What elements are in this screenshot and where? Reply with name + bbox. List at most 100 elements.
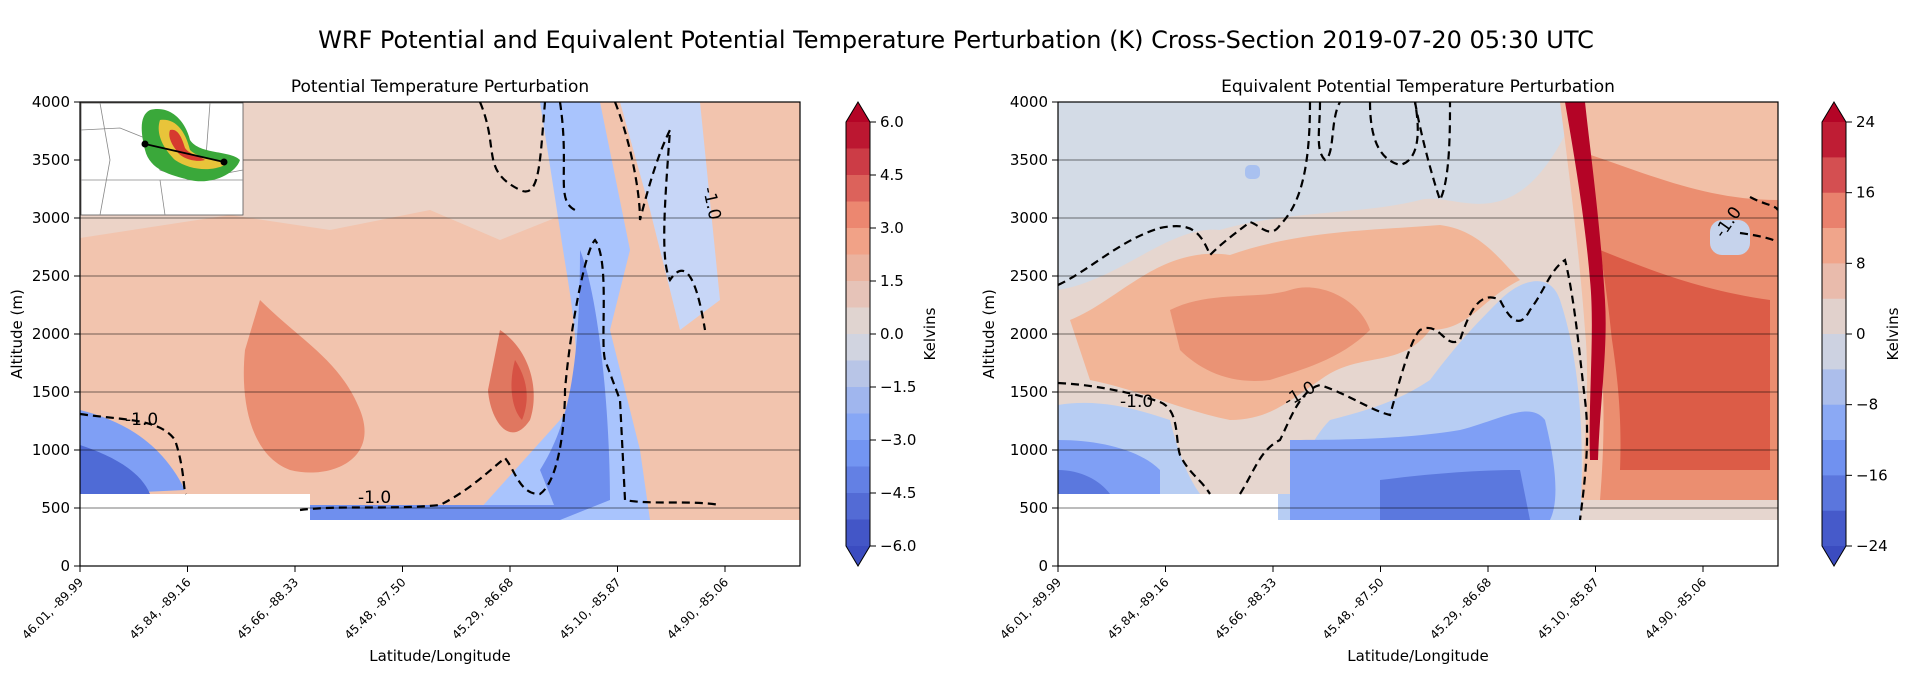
left-colorbar-level-band [846, 334, 870, 361]
left-colorbar-tick-label: −6.0 [880, 537, 916, 555]
right-colorbar-tick-label: −16 [1856, 466, 1888, 484]
right-contours [1058, 102, 1778, 521]
left-x-tick-label: 45.10, -85.87 [557, 575, 624, 642]
left-x-tick-label: 44.90, -85.06 [664, 575, 731, 642]
left-contour-line [558, 102, 576, 211]
left-colorbar-level-band [846, 228, 870, 255]
left-colorbar-tick-label: −1.5 [880, 378, 916, 396]
right-cold-patch-upper [1245, 165, 1260, 179]
left-colorbar-level-band [846, 440, 870, 467]
right-x-tick-label: 45.29, -86.68 [1427, 575, 1494, 642]
left-cold-strip-surface [300, 505, 560, 520]
left-colorbar-level-band [846, 307, 870, 334]
right-x-tick-label: 44.90, -85.06 [1642, 575, 1709, 642]
right-colorbar-level-band [1822, 263, 1846, 299]
left-colorbar-level-band [846, 254, 870, 281]
right-contour-line [1058, 102, 1312, 286]
right-x-axis-label: Latitude/Longitude [1347, 647, 1488, 665]
inset-map-section-start [141, 140, 149, 148]
left-colorbar-label: Kelvins [921, 307, 939, 360]
right-y-ticks: 0 500 1000 1500 2000 2500 3000 3500 4000 [1010, 93, 1058, 575]
right-colorbar-level-band [1822, 228, 1846, 264]
right-warm-east-core [1600, 250, 1770, 470]
left-colorbar-level-band [846, 387, 870, 414]
right-contour-label: -1.0 [1120, 392, 1153, 412]
right-colorbar-levels [1822, 122, 1846, 546]
right-y-tick-label: 2000 [1010, 325, 1048, 343]
left-warm-core-west [243, 300, 365, 473]
right-x-tick-label: 45.66, -88.33 [1212, 575, 1279, 642]
right-colorbar-level-band [1822, 122, 1846, 158]
left-colorbar-extend-max [846, 102, 870, 122]
right-y-tick-label: 3000 [1010, 209, 1048, 227]
right-colorbar-level-band [1822, 369, 1846, 405]
left-y-tick-label: 1500 [32, 383, 70, 401]
left-colorbar-level-band [846, 519, 870, 546]
right-y-tick-label: 1500 [1010, 383, 1048, 401]
inset-map-radar-max [169, 129, 205, 161]
left-y-axis-label: Altitude (m) [8, 289, 26, 379]
right-panel: Equivalent Potential Temperature Perturb… [980, 77, 1902, 665]
right-cold-patch-east [1710, 220, 1750, 255]
left-x-tick-label: 45.84, -89.16 [127, 575, 194, 642]
left-colorbar-tick-label: 4.5 [880, 166, 904, 184]
right-x-ticks: 46.01, -89.99 45.84, -89.16 45.66, -88.33 4… [997, 566, 1709, 642]
right-contour-line [1058, 381, 1211, 495]
right-colorbar-level-band [1822, 298, 1846, 334]
left-colorbar-levels [846, 122, 870, 546]
left-contour-line [299, 238, 721, 512]
left-contour-label: -1.0 [358, 488, 391, 508]
left-y-ticks: 0 500 1000 1500 2000 2500 3000 3500 4000 [32, 93, 80, 575]
right-y-tick-label: 3500 [1010, 151, 1048, 169]
left-gridlines [80, 159, 800, 509]
left-colorbar-level-band [846, 493, 870, 520]
right-y-tick-label: 2500 [1010, 267, 1048, 285]
inset-map-section-end [220, 158, 228, 166]
right-colorbar-tick-label: 24 [1856, 113, 1875, 131]
left-x-tick-label: 45.66, -88.33 [234, 575, 301, 642]
right-contour-line [1739, 231, 1778, 243]
left-colorbar-level-band [846, 413, 870, 440]
left-x-tick-label: 45.48, -87.50 [342, 575, 409, 642]
left-colorbar: 6.0 4.5 3.0 1.5 0.0 −1.5 −3.0 −4.5 −6.0 Kelvins [845, 101, 939, 567]
figure-title: WRF Potential and Equivalent Potential T… [318, 26, 1594, 54]
left-y-tick-label: 1000 [32, 441, 70, 459]
left-panel: Potential Temperature Perturbation [8, 77, 939, 665]
left-colorbar-tick-label: 1.5 [880, 272, 904, 290]
left-colorbar-tick-label: −3.0 [880, 431, 916, 449]
right-y-tick-label: 1000 [1010, 441, 1048, 459]
left-y-tick-label: 3000 [32, 209, 70, 227]
left-colorbar-level-band [846, 148, 870, 175]
left-y-tick-label: 2500 [32, 267, 70, 285]
right-x-tick-label: 45.84, -89.16 [1105, 575, 1172, 642]
left-colorbar-ticks: 6.0 4.5 3.0 1.5 0.0 −1.5 −3.0 −4.5 −6.0 [870, 113, 916, 555]
right-colorbar-tick-label: 0 [1856, 325, 1866, 343]
left-colorbar-tick-label: 6.0 [880, 113, 904, 131]
right-contour-line [1239, 258, 1589, 521]
left-y-tick-label: 2000 [32, 325, 70, 343]
right-y-tick-label: 0 [1038, 557, 1048, 575]
left-contours [80, 102, 721, 512]
left-cold-column-east [620, 102, 720, 330]
left-colorbar-tick-label: 3.0 [880, 219, 904, 237]
right-cold-strong [1058, 470, 1530, 520]
left-x-tick-label: 46.01, -89.99 [19, 575, 86, 642]
right-colorbar-level-band [1822, 510, 1846, 546]
right-contour-line [1413, 102, 1452, 203]
left-y-tick-label: 500 [41, 499, 70, 517]
right-x-tick-label: 46.01, -89.99 [997, 575, 1064, 642]
left-contour-label: -1.0 [125, 410, 158, 430]
left-cold-pool-west-core [80, 445, 150, 494]
right-colorbar-tick-label: 8 [1856, 254, 1866, 272]
inset-map-section-line [144, 143, 225, 163]
right-y-tick-label: 500 [1019, 499, 1048, 517]
right-y-tick-label: 4000 [1010, 93, 1048, 111]
left-colorbar-tick-label: 0.0 [880, 325, 904, 343]
right-colorbar-label: Kelvins [1884, 307, 1902, 360]
right-colorbar-tick-label: −8 [1856, 396, 1878, 414]
right-x-tick-label: 45.48, -87.50 [1320, 575, 1387, 642]
right-colorbar-level-band [1822, 440, 1846, 476]
left-colorbar-level-band [846, 281, 870, 308]
right-colorbar-level-band [1822, 475, 1846, 511]
left-colorbar-tick-label: −4.5 [880, 484, 916, 502]
